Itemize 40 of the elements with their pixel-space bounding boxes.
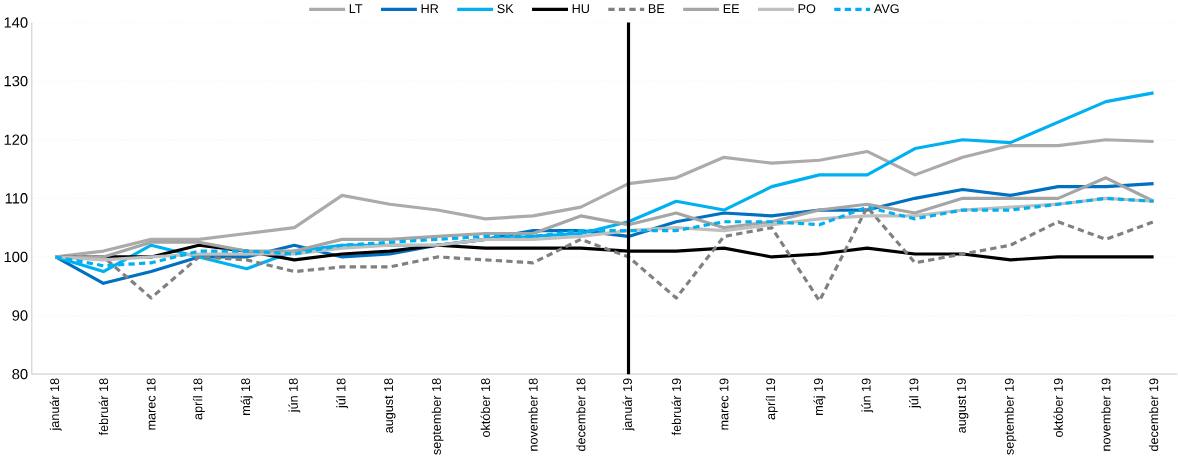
x-tick-label: september 19 — [1004, 378, 1017, 455]
legend-label: AVG — [873, 4, 899, 14]
x-tick-label: apríl 18 — [192, 378, 205, 420]
x-tick-label: september 18 — [431, 378, 444, 455]
y-tick-label: 100 — [4, 251, 28, 263]
x-tick-label: august 18 — [384, 378, 396, 434]
x-tick-label: november 19 — [1101, 378, 1111, 451]
x-tick-label: január 18 — [49, 378, 62, 432]
x-tick-label: august 19 — [956, 378, 969, 434]
legend-label: SK — [497, 4, 514, 14]
x-tick-label: marec 18 — [146, 378, 156, 430]
x-tick-label: júl 18 — [336, 378, 349, 409]
x-tick-label: december 19 — [1148, 378, 1159, 452]
x-tick-label: marec 19 — [719, 378, 729, 430]
x-tick-label: máj 19 — [813, 378, 826, 416]
y-tick-label: 130 — [4, 76, 28, 87]
x-tick-label: február 19 — [671, 378, 681, 436]
x-tick-label: júl 19 — [908, 378, 921, 409]
y-tick-label: 120 — [4, 134, 28, 146]
x-tick-label: október 19 — [1053, 378, 1063, 438]
y-tick-label: 80 — [12, 369, 28, 380]
x-tick-label: jún 19 — [861, 378, 874, 413]
x-tick-label: január 19 — [622, 378, 635, 432]
x-tick-label: október 18 — [480, 378, 490, 438]
legend-label: BE — [648, 4, 665, 14]
x-tick-label: apríl 19 — [765, 378, 778, 420]
x-tick-label: december 18 — [576, 378, 586, 452]
legend-label: HU — [572, 4, 589, 14]
y-tick-label: 90 — [12, 310, 28, 321]
x-tick-label: jún 18 — [288, 378, 301, 413]
y-tick-label: 110 — [5, 193, 28, 204]
line-series — [54, 138, 1156, 259]
legend-label: EE — [723, 4, 740, 14]
x-tick-label: február 18 — [98, 378, 109, 436]
legend-label: PO — [798, 4, 816, 14]
x-tick-label: máj 18 — [240, 378, 253, 416]
x-tick-label: november 18 — [528, 378, 538, 451]
y-tick-label: 140 — [4, 17, 28, 28]
legend-label: LT — [349, 4, 363, 14]
legend-label: HR — [421, 4, 439, 14]
